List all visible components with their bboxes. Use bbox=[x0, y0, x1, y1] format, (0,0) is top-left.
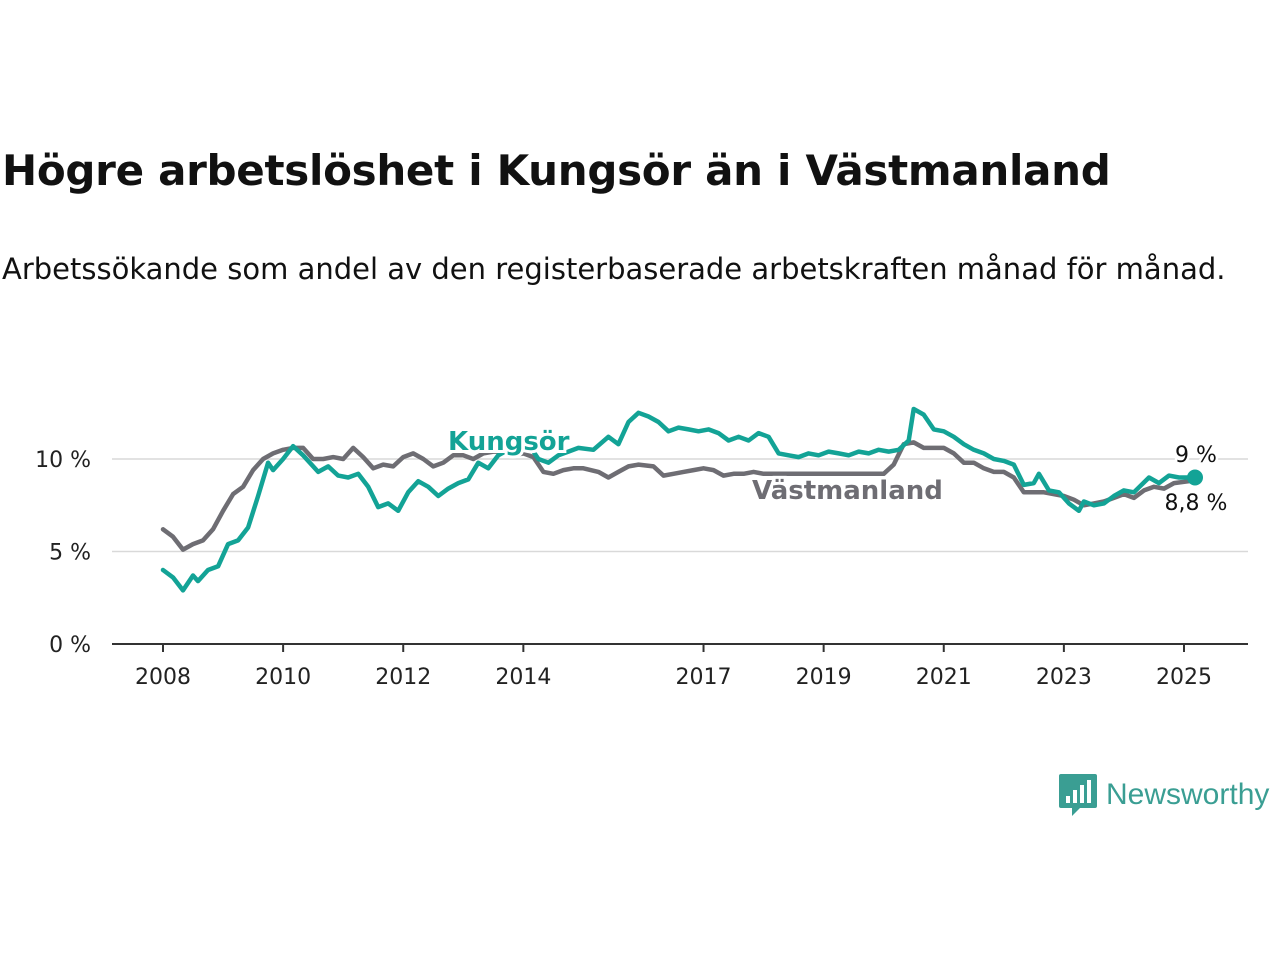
x-axis: 2008 2010 2012 2014 2017 2019 2021 2023 2025 bbox=[112, 643, 1248, 690]
x-tick-label: 2025 bbox=[1156, 665, 1212, 690]
gridlines bbox=[112, 458, 1248, 553]
series-end-label-kungsor: 9 % bbox=[1175, 443, 1217, 468]
x-tick-label: 2012 bbox=[375, 665, 431, 690]
chart-title: Högre arbetslöshet i Kungsör än i Västma… bbox=[2, 146, 1111, 195]
x-tick-label: 2019 bbox=[796, 665, 852, 690]
y-axis-ticks: 0 % 5 % 10 % bbox=[35, 448, 91, 658]
series-end-label-vastmanland: 8,8 % bbox=[1165, 491, 1228, 516]
y-tick-label: 0 % bbox=[49, 633, 91, 658]
x-tick-label: 2010 bbox=[255, 665, 311, 690]
x-tick-label: 2008 bbox=[135, 665, 191, 690]
y-tick-label: 10 % bbox=[35, 448, 91, 473]
y-tick-label: 5 % bbox=[49, 541, 91, 566]
series-lines bbox=[160, 406, 1192, 593]
series-labels: Kungsör Västmanland 9 % 8,8 % bbox=[445, 424, 1230, 519]
series-end-dot-kungsor bbox=[1187, 469, 1203, 486]
series-label-vastmanland: Västmanland bbox=[752, 476, 943, 506]
series-line-vastmanland bbox=[160, 440, 1192, 552]
x-tick-label: 2023 bbox=[1036, 665, 1092, 690]
series-line-kungsor bbox=[160, 406, 1192, 593]
brand-logo: Newsworthy bbox=[1058, 772, 1269, 818]
x-tick-label: 2021 bbox=[916, 665, 972, 690]
series-label-kungsor: Kungsör bbox=[448, 427, 570, 457]
x-tick-label: 2014 bbox=[495, 665, 551, 690]
x-tick-label: 2017 bbox=[676, 665, 732, 690]
brand-name: Newsworthy bbox=[1106, 778, 1270, 811]
chart-subtitle: Arbetssökande som andel av den registerb… bbox=[2, 252, 1226, 286]
bar-chart-speech-bubble-icon bbox=[1059, 774, 1097, 816]
